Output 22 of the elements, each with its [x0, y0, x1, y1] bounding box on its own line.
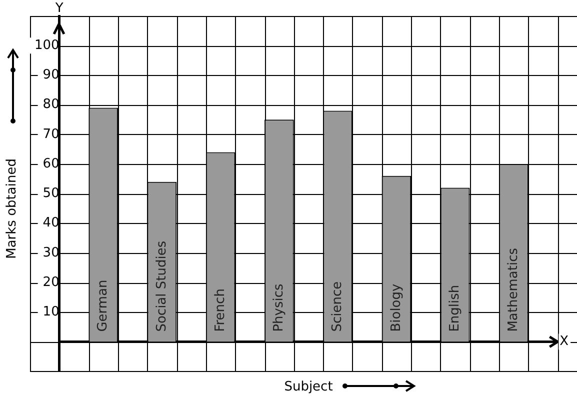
- text: Y: [54, 0, 64, 16]
- x-tick-label: Science: [330, 281, 346, 332]
- y-tick-label: 90: [42, 68, 60, 83]
- y-tick-label: 20: [42, 274, 60, 290]
- y-axis-title: Marks obtained: [4, 158, 20, 259]
- y-tick-label: 10: [42, 304, 60, 320]
- x-tick-label: Social Studies: [154, 240, 170, 332]
- y-tick-label: 70: [42, 126, 60, 142]
- x-tick-label: German: [96, 280, 111, 332]
- y-tick-label: 30: [42, 245, 60, 260]
- x-axis-title: Subject: [284, 380, 333, 395]
- x-tick-label: Biology: [388, 283, 404, 332]
- x-tick-label: Mathematics: [506, 248, 522, 332]
- x-tick-label: French: [212, 288, 228, 332]
- y-tick-label: 50: [42, 186, 60, 202]
- y-tick-label: 100: [34, 38, 60, 53]
- x-tick-label: Physics: [272, 283, 287, 332]
- y-tick-label: 40: [42, 216, 60, 231]
- y-tick-label: 80: [42, 97, 60, 112]
- x-tick-label: English: [447, 284, 462, 332]
- y-tick-label: 60: [42, 156, 60, 172]
- annotation: X: [560, 334, 569, 350]
